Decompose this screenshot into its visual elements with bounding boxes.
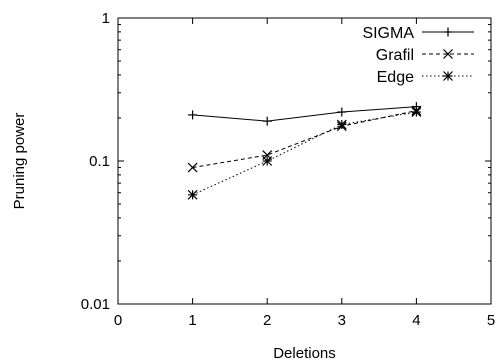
x-tick-label: 0 bbox=[114, 312, 122, 329]
legend-marker bbox=[443, 27, 453, 37]
legend-label: Edge bbox=[377, 69, 414, 86]
data-point bbox=[262, 116, 272, 126]
y-tick-label: 0.1 bbox=[89, 153, 110, 170]
x-tick-label: 5 bbox=[487, 312, 495, 329]
series-line-edge bbox=[192, 111, 417, 196]
series-sigma bbox=[188, 102, 421, 126]
data-point bbox=[187, 162, 198, 173]
series-line-grafil bbox=[192, 110, 417, 169]
data-point bbox=[337, 107, 347, 117]
data-point bbox=[188, 110, 198, 120]
series-grafil bbox=[187, 105, 422, 173]
legend-label: Grafil bbox=[376, 47, 414, 64]
legend-entry-sigma: SIGMA bbox=[362, 25, 474, 42]
y-tick-label: 1 bbox=[102, 10, 110, 27]
y-tick-labels: 0.01 0.1 1 bbox=[81, 10, 110, 313]
x-tick-label: 2 bbox=[263, 312, 271, 329]
series-edge bbox=[187, 107, 422, 200]
y-axis-label: Pruning power bbox=[11, 113, 28, 210]
x-axis-label: Deletions bbox=[273, 345, 336, 362]
y-tick-label: 0.01 bbox=[81, 296, 110, 313]
legend-marker bbox=[443, 71, 453, 81]
data-point bbox=[411, 107, 422, 117]
data-point bbox=[336, 119, 347, 130]
tick-marks bbox=[117, 17, 492, 305]
series-layer bbox=[187, 102, 422, 200]
legend-label: SIGMA bbox=[362, 25, 414, 42]
x-tick-labels: 0 1 2 3 4 5 bbox=[114, 312, 495, 329]
legend-entry-edge: Edge bbox=[377, 69, 474, 86]
legend-entry-grafil: Grafil bbox=[376, 47, 474, 64]
x-tick-label: 3 bbox=[338, 312, 346, 329]
x-tick-label: 1 bbox=[188, 312, 196, 329]
data-point bbox=[262, 156, 273, 166]
plot-frame bbox=[117, 17, 492, 305]
series-line-sigma bbox=[192, 106, 417, 122]
data-point bbox=[187, 189, 198, 200]
legend-marker bbox=[443, 49, 453, 59]
x-tick-label: 4 bbox=[412, 312, 420, 329]
legend: SIGMA Grafil Edge bbox=[362, 25, 474, 86]
